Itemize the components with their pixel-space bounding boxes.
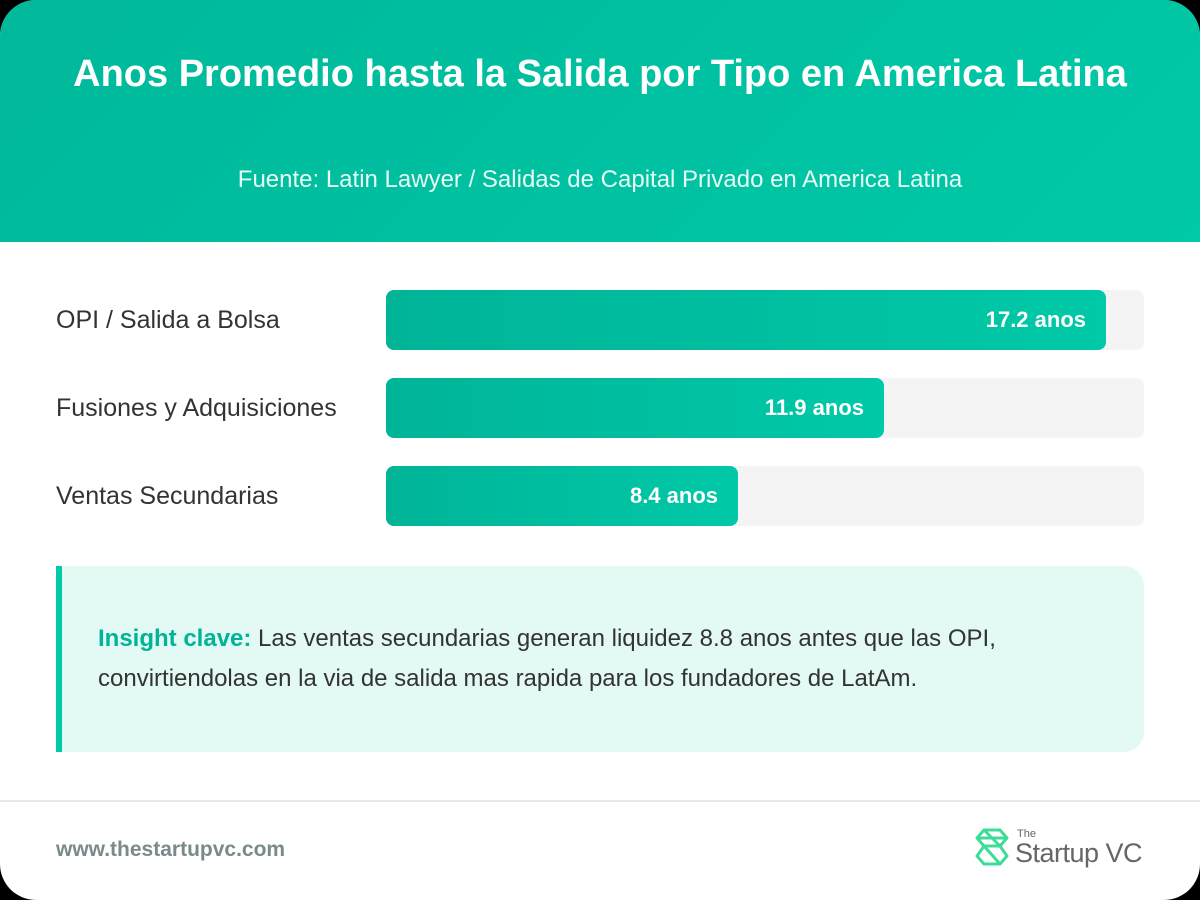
bar-row-ventas: Ventas Secundarias 8.4 anos xyxy=(56,466,1144,526)
header-banner: Anos Promedio hasta la Salida por Tipo e… xyxy=(0,0,1200,242)
bar-value: 8.4 anos xyxy=(629,483,718,508)
chart-source: Fuente: Latin Lawyer / Salidas de Capita… xyxy=(237,166,963,193)
insight-box: Insight clave: Las ventas secundarias ge… xyxy=(56,566,1144,752)
bar-fill: 17.2 anos xyxy=(386,290,1106,350)
insight-lead: Insight clave: xyxy=(98,625,252,652)
chart-title: Anos Promedio hasta la Salida por Tipo e… xyxy=(73,53,1127,95)
bar-track: 8.4 anos xyxy=(386,466,1144,526)
bar-fill: 8.4 anos xyxy=(386,466,738,526)
bar-value: 11.9 anos xyxy=(764,395,864,420)
insight-body: Las ventas secundarias generan liquidez … xyxy=(98,625,996,692)
bar-track: 17.2 anos xyxy=(386,290,1144,350)
bar-value: 17.2 anos xyxy=(985,307,1086,332)
bar-label: OPI / Salida a Bolsa xyxy=(56,306,280,334)
bar-label: Fusiones y Adquisiciones xyxy=(56,394,337,422)
insight-text: Insight clave: Las ventas secundarias ge… xyxy=(98,619,1104,699)
footer-divider xyxy=(0,800,1200,802)
bar-label: Ventas Secundarias xyxy=(56,482,279,510)
startupvc-logo: The Startup VC xyxy=(975,826,1155,870)
website-link[interactable]: www.thestartupvc.com xyxy=(56,838,286,861)
bar-row-opi: OPI / Salida a Bolsa 17.2 anos xyxy=(56,290,1144,350)
bar-track: 11.9 anos xyxy=(386,378,1144,438)
bar-fill: 11.9 anos xyxy=(386,378,884,438)
logo-the-text: The xyxy=(1017,828,1036,840)
logo-name-text: Startup VC xyxy=(1015,838,1143,868)
startupvc-logo-icon xyxy=(975,828,1009,866)
bar-row-fusiones: Fusiones y Adquisiciones 11.9 anos xyxy=(56,378,1144,438)
